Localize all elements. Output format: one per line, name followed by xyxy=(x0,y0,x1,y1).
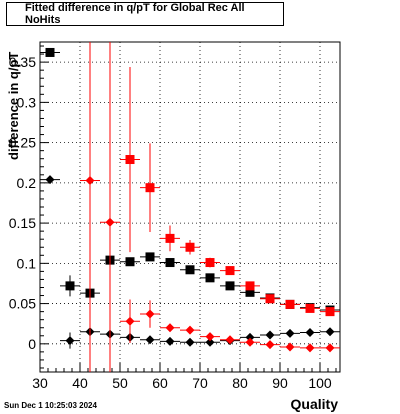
square-marker xyxy=(285,299,295,309)
square-marker xyxy=(45,47,55,57)
square-marker xyxy=(165,258,175,268)
x-tick-label: 60 xyxy=(152,375,168,391)
x-tick-label: 90 xyxy=(272,375,288,391)
chart-title-box: Fitted difference in q/pT for Global Rec… xyxy=(6,2,284,26)
y-tick-label: 0.35 xyxy=(9,54,36,70)
x-axis-label: Quality xyxy=(290,396,338,412)
diamond-marker xyxy=(125,316,135,326)
diamond-marker xyxy=(85,175,95,185)
diamond-marker xyxy=(265,340,275,350)
diamond-marker xyxy=(185,337,195,347)
y-tick-label: 0.2 xyxy=(17,175,37,191)
diamond-marker xyxy=(65,336,75,346)
square-marker xyxy=(145,183,155,193)
square-marker xyxy=(125,257,135,267)
square-marker xyxy=(225,266,235,276)
square-marker xyxy=(205,273,215,283)
square-marker xyxy=(265,294,275,304)
x-tick-label: 100 xyxy=(308,375,332,391)
diamond-marker xyxy=(245,332,255,342)
x-tick-label: 80 xyxy=(232,375,248,391)
diamond-marker xyxy=(165,336,175,346)
square-marker xyxy=(205,258,215,268)
axis-ticks: 30 40 50 60 70 80 90 100 0 0.05 0.1 0.15 0.2 0.25 0.3 0… xyxy=(9,45,337,391)
diamond-marker xyxy=(165,323,175,333)
x-tick-label: 50 xyxy=(112,375,128,391)
diamond-marker xyxy=(245,337,255,347)
diamond-marker xyxy=(305,328,315,338)
diamond-marker xyxy=(265,330,275,340)
diamond-marker xyxy=(205,337,215,347)
x-tick-label: 40 xyxy=(72,375,88,391)
diamond-marker xyxy=(145,335,155,345)
diamond-marker xyxy=(285,328,295,338)
diamond-marker xyxy=(325,343,335,353)
timestamp: Sun Dec 1 10:25:03 2024 xyxy=(4,401,97,410)
diamond-marker xyxy=(205,332,215,342)
square-marker xyxy=(325,307,335,317)
x-tick-label: 70 xyxy=(192,375,208,391)
chart-title: Fitted difference in q/pT for Global Rec… xyxy=(25,2,245,26)
square-marker xyxy=(185,265,195,275)
y-tick-label: 0.15 xyxy=(9,215,36,231)
y-tick-label: 0.25 xyxy=(9,135,36,151)
square-marker xyxy=(245,281,255,291)
y-axis-label: difference in q/pT xyxy=(6,51,21,160)
square-marker xyxy=(225,281,235,291)
diamond-marker xyxy=(145,309,155,319)
grid-lines xyxy=(40,42,340,372)
y-tick-label: 0.1 xyxy=(17,255,37,271)
diamond-marker xyxy=(105,217,115,227)
diamond-marker xyxy=(325,327,335,337)
square-marker xyxy=(145,252,155,262)
data-marks xyxy=(40,42,340,372)
diamond-marker xyxy=(225,335,235,345)
diamond-marker xyxy=(285,342,295,352)
square-marker xyxy=(125,155,135,165)
y-tick-label: 0.05 xyxy=(9,296,36,312)
y-tick-label: 0 xyxy=(28,336,36,352)
x-tick-label: 30 xyxy=(32,375,48,391)
square-marker xyxy=(165,233,175,243)
diamond-marker xyxy=(185,325,195,335)
y-tick-label: 0.3 xyxy=(17,94,37,110)
diamond-marker xyxy=(305,343,315,353)
square-marker xyxy=(245,287,255,297)
square-marker xyxy=(305,303,315,313)
plot-frame xyxy=(39,41,341,373)
square-marker xyxy=(65,281,75,291)
diamond-marker xyxy=(45,175,55,185)
square-marker xyxy=(185,242,195,252)
